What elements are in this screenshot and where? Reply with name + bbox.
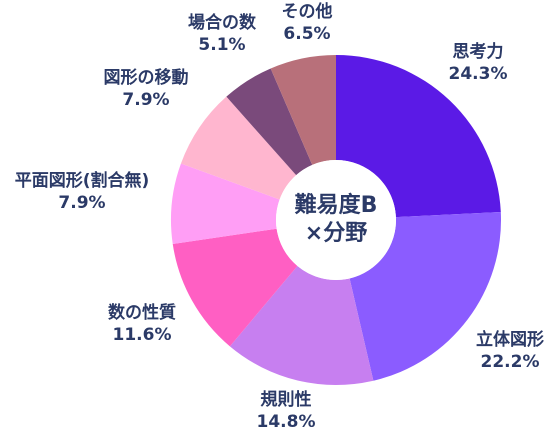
center-label-line-1: 難易度B xyxy=(295,192,378,218)
slice-value-label: 6.5% xyxy=(283,24,330,44)
slice-label: 平面図形(割合無) xyxy=(15,170,150,191)
pie-slice xyxy=(349,211,501,381)
pie-slice xyxy=(172,228,298,347)
pie-slice xyxy=(171,163,280,244)
slice-value-label: 5.1% xyxy=(198,35,245,55)
slice-label: 思考力 xyxy=(453,41,504,62)
donut-hole xyxy=(276,160,396,280)
pie-slice xyxy=(336,55,501,218)
slice-label: その他 xyxy=(282,1,333,22)
slice-value-label: 7.9% xyxy=(58,193,105,213)
slice-value-label: 11.6% xyxy=(113,325,172,345)
pie-slice xyxy=(180,96,297,200)
slice-label: 場合の数 xyxy=(188,12,257,33)
slice-label: 規則性 xyxy=(261,389,312,410)
center-label-line-2: ×分野 xyxy=(305,221,367,246)
slice-value-label: 24.3% xyxy=(449,64,508,84)
slice-label: 図形の移動 xyxy=(104,67,189,88)
pie-slice xyxy=(270,55,336,165)
slice-value-label: 7.9% xyxy=(122,90,169,110)
pie-slice xyxy=(226,68,313,176)
slice-value-label: 22.2% xyxy=(481,352,540,372)
slice-label: 立体図形 xyxy=(476,329,544,350)
slice-label: 数の性質 xyxy=(108,302,176,323)
pie-slice xyxy=(229,265,374,385)
slice-value-label: 14.8% xyxy=(257,412,316,432)
